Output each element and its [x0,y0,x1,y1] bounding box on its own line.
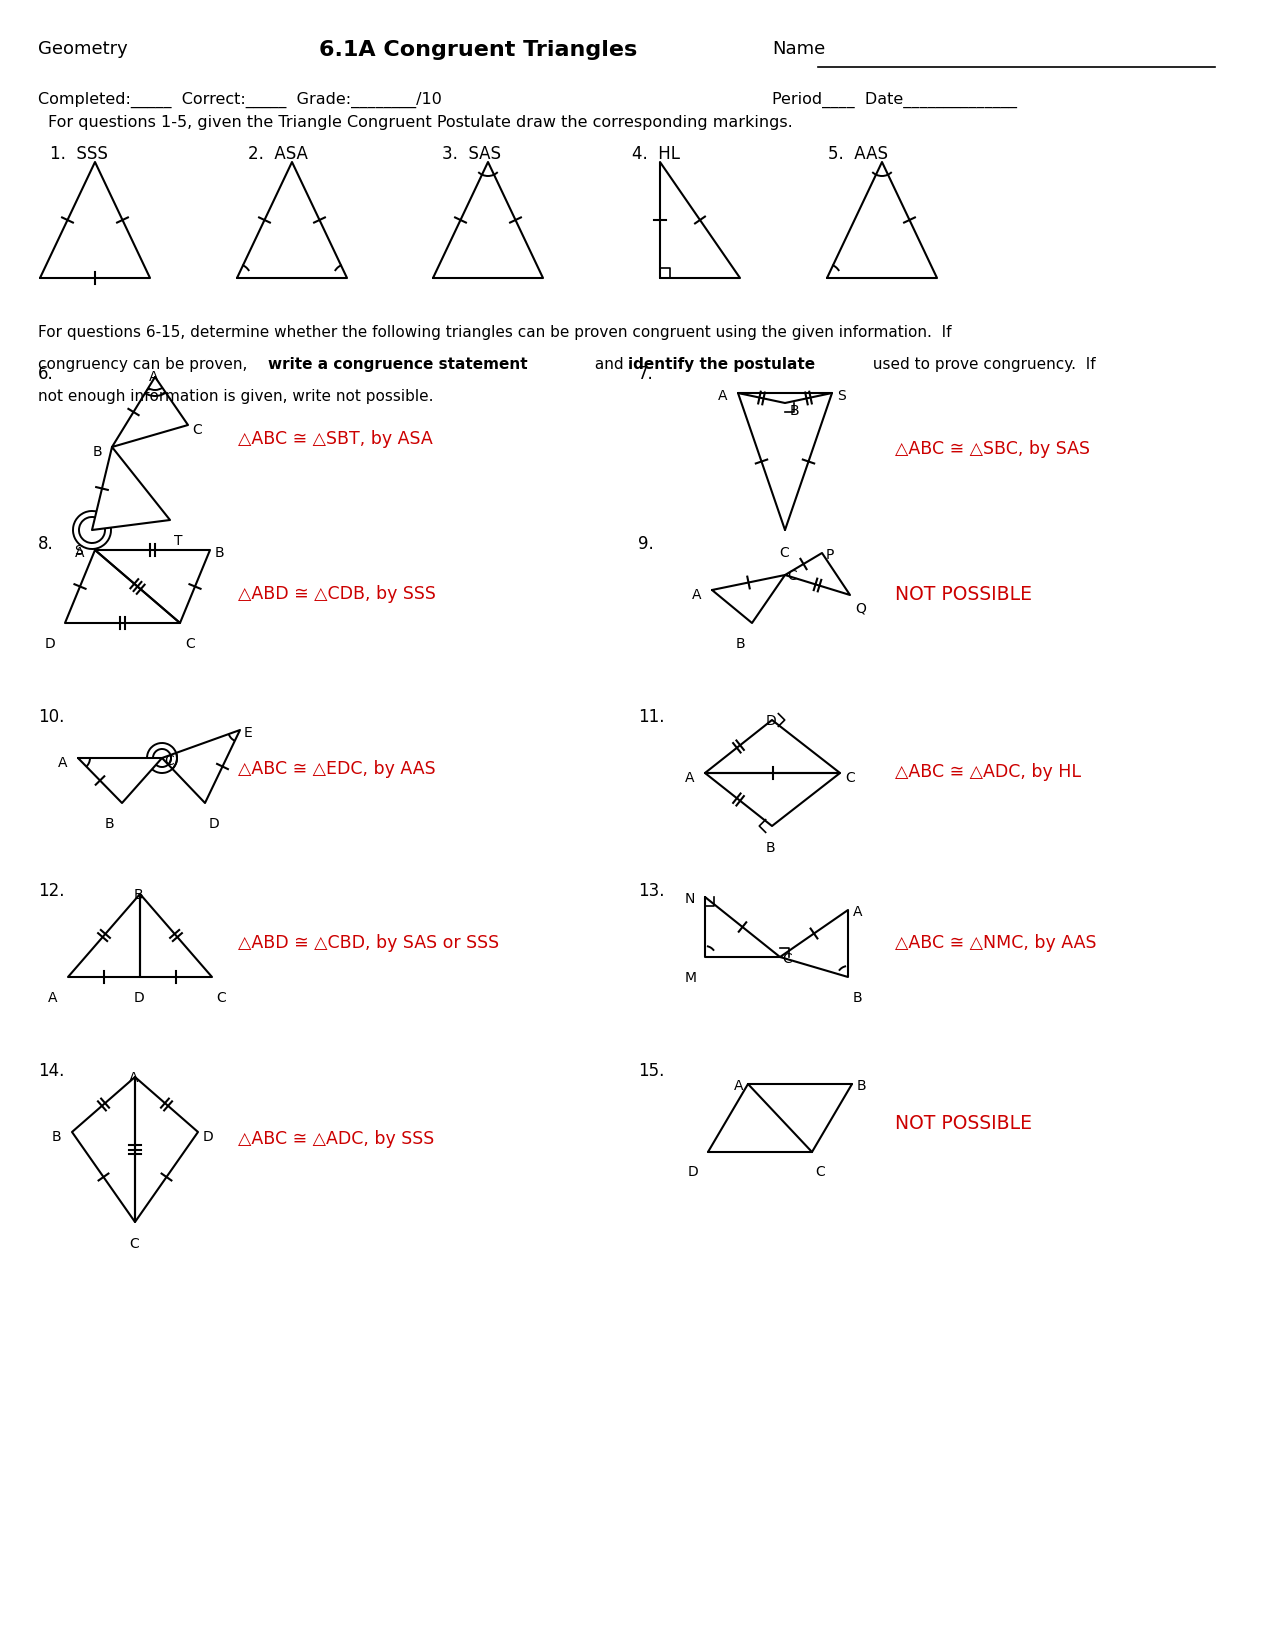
Text: 5.  AAS: 5. AAS [827,145,887,163]
Text: △ABC ≅ △EDC, by AAS: △ABC ≅ △EDC, by AAS [238,761,436,779]
Text: Completed:_____  Correct:_____  Grade:________/10: Completed:_____ Correct:_____ Grade:____… [38,92,442,109]
Text: A: A [685,771,695,785]
Text: NOT POSSIBLE: NOT POSSIBLE [895,586,1031,604]
Text: A: A [734,1079,743,1092]
Text: For questions 1-5, given the Triangle Congruent Postulate draw the corresponding: For questions 1-5, given the Triangle Co… [48,116,793,130]
Text: S: S [74,544,83,558]
Text: A: A [48,992,57,1005]
Text: 6.1A Congruent Triangles: 6.1A Congruent Triangles [319,40,638,59]
Text: Geometry: Geometry [38,40,128,58]
Text: A: A [149,370,158,384]
Text: C: C [782,952,792,965]
Text: 12.: 12. [38,883,65,899]
Text: N: N [685,893,695,906]
Text: M: M [685,970,697,985]
Text: P: P [826,548,834,563]
Text: 1.  SSS: 1. SSS [50,145,108,163]
Text: C: C [193,422,201,437]
Text: C: C [185,637,195,652]
Text: For questions 6-15, determine whether the following triangles can be proven cong: For questions 6-15, determine whether th… [38,325,951,340]
Text: 11.: 11. [638,708,664,726]
Text: Period____  Date______________: Period____ Date______________ [771,92,1017,109]
Text: D: D [209,817,219,832]
Text: identify the postulate: identify the postulate [629,356,815,371]
Text: A: A [718,389,728,403]
Text: B: B [105,817,115,832]
Text: C: C [215,992,226,1005]
Text: C: C [787,569,797,582]
Text: 4.  HL: 4. HL [632,145,680,163]
Text: △ABD ≅ △CDB, by SSS: △ABD ≅ △CDB, by SSS [238,586,436,602]
Text: 3.  SAS: 3. SAS [442,145,501,163]
Text: B: B [134,888,144,903]
Text: 7.: 7. [638,365,654,383]
Text: B: B [736,637,746,652]
Text: not enough information is given, write not possible.: not enough information is given, write n… [38,389,434,404]
Text: D: D [766,714,776,728]
Text: NOT POSSIBLE: NOT POSSIBLE [895,1114,1031,1134]
Text: E: E [244,726,252,739]
Text: △ABC ≅ △ADC, by SSS: △ABC ≅ △ADC, by SSS [238,1130,435,1148]
Text: Q: Q [856,601,866,615]
Text: 14.: 14. [38,1063,64,1081]
Text: A: A [75,546,84,559]
Text: △ABD ≅ △CBD, by SAS or SSS: △ABD ≅ △CBD, by SAS or SSS [238,934,499,952]
Text: Name: Name [771,40,825,58]
Text: △ABC ≅ △SBC, by SAS: △ABC ≅ △SBC, by SAS [895,441,1090,459]
Text: B: B [215,546,224,559]
Text: B: B [790,404,799,417]
Text: △ABC ≅ △SBT, by ASA: △ABC ≅ △SBT, by ASA [238,431,432,449]
Text: congruency can be proven,: congruency can be proven, [38,356,252,371]
Text: B: B [52,1130,61,1143]
Text: C: C [845,771,854,785]
Text: 10.: 10. [38,708,64,726]
Text: B: B [853,992,863,1005]
Text: △ABC ≅ △ADC, by HL: △ABC ≅ △ADC, by HL [895,762,1081,780]
Text: 15.: 15. [638,1063,664,1081]
Text: B: B [93,446,102,459]
Text: C: C [129,1238,139,1251]
Text: D: D [688,1165,699,1180]
Text: 6.: 6. [38,365,54,383]
Text: B: B [857,1079,867,1092]
Text: used to prove congruency.  If: used to prove congruency. If [868,356,1095,371]
Text: C: C [164,754,173,767]
Text: C: C [815,1165,825,1180]
Text: 8.: 8. [38,535,54,553]
Text: 13.: 13. [638,883,664,899]
Text: A: A [129,1071,139,1086]
Text: D: D [45,637,56,652]
Text: 9.: 9. [638,535,654,553]
Text: D: D [134,992,145,1005]
Text: A: A [57,756,68,771]
Text: B: B [766,842,775,855]
Text: C: C [779,546,789,559]
Text: and: and [590,356,629,371]
Text: A: A [692,587,701,602]
Text: write a congruence statement: write a congruence statement [268,356,528,371]
Text: △ABC ≅ △NMC, by AAS: △ABC ≅ △NMC, by AAS [895,934,1096,952]
Text: T: T [173,535,182,548]
Text: D: D [203,1130,214,1143]
Text: 2.  ASA: 2. ASA [249,145,307,163]
Text: S: S [836,389,845,403]
Text: A: A [853,904,862,919]
